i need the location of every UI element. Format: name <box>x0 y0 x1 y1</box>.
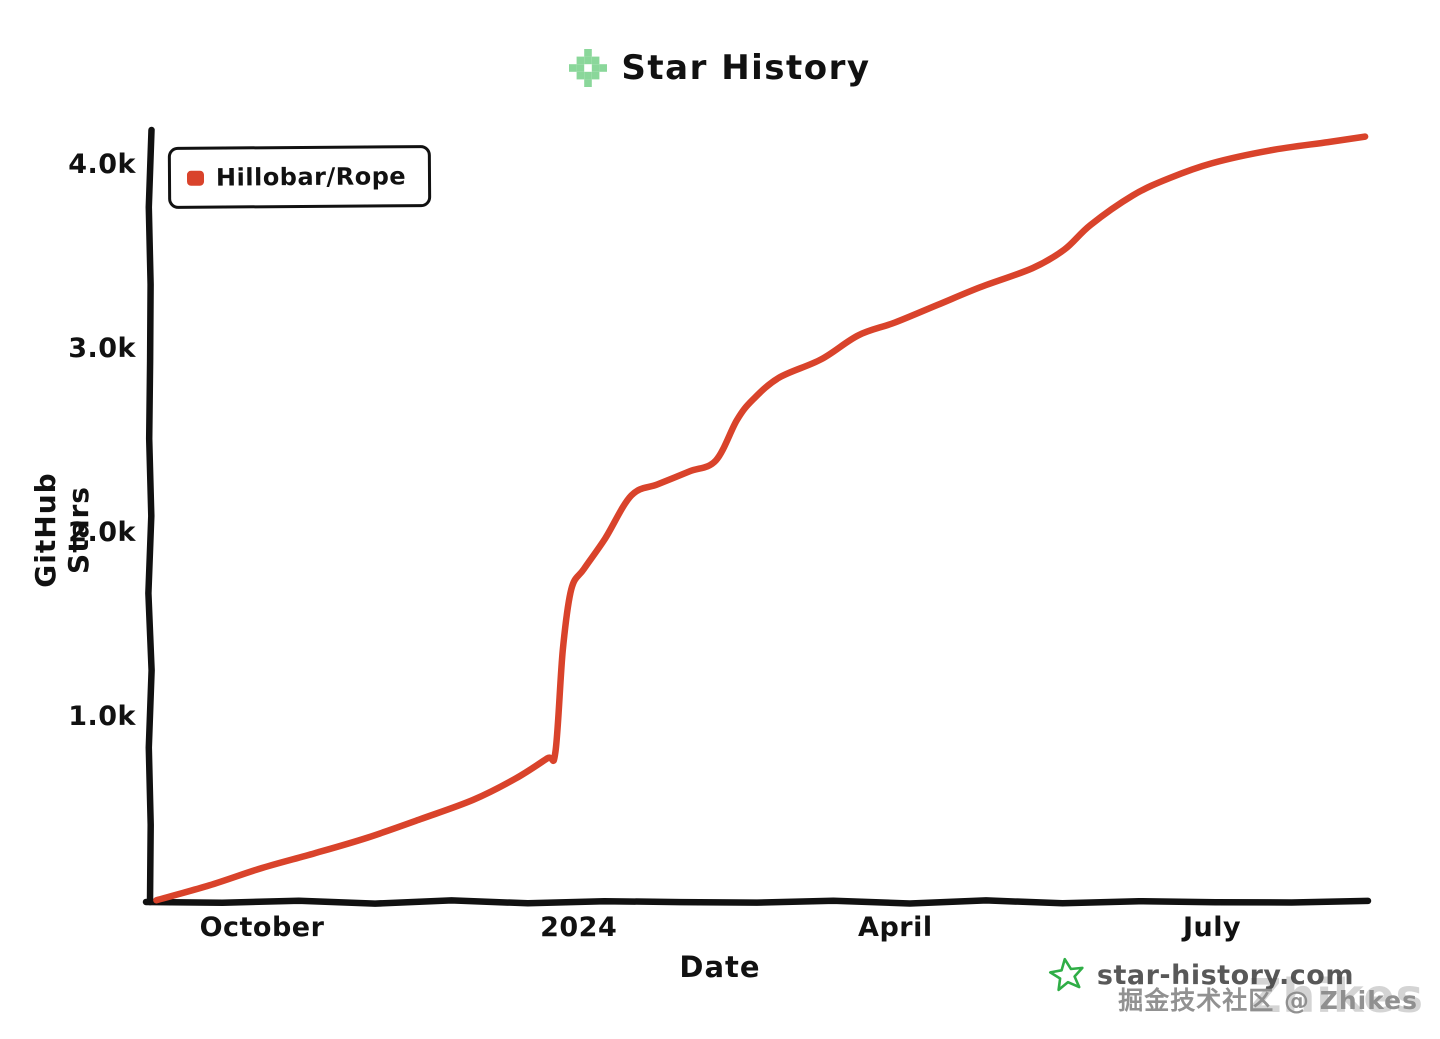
watermark: 掘金技术社区 @ Zhikes <box>1118 986 1418 1015</box>
y-axis-line <box>145 126 155 906</box>
watermark-echo: Zhikes <box>1248 969 1424 1023</box>
star-history-logo-icon <box>569 49 608 87</box>
series-line-hillobar-rope <box>153 133 1369 904</box>
y-tick-3.0k: 3.0k <box>68 333 136 364</box>
brand-link[interactable]: star-history.com <box>1047 955 1354 995</box>
y-tick-2.0k: 2.0k <box>68 517 136 548</box>
x-tick-october: October <box>199 912 325 943</box>
legend: Hillobar/Rope <box>167 145 432 209</box>
y-tick-4.0k: 4.0k <box>68 149 136 180</box>
x-tick-2024: 2024 <box>540 912 618 943</box>
chart-title: Star History <box>621 48 871 88</box>
x-tick-july: July <box>1182 912 1242 943</box>
legend-label: Hillobar/Rope <box>215 162 407 192</box>
x-axis-label: Date <box>679 950 761 984</box>
brand-text: star-history.com <box>1096 959 1354 991</box>
green-star-icon <box>1048 957 1084 992</box>
x-tick-april: April <box>858 912 933 943</box>
chart-title-row: Star History <box>0 40 1440 96</box>
y-tick-1.0k: 1.0k <box>68 701 136 732</box>
legend-swatch <box>186 170 205 186</box>
x-axis-line <box>142 897 1372 907</box>
